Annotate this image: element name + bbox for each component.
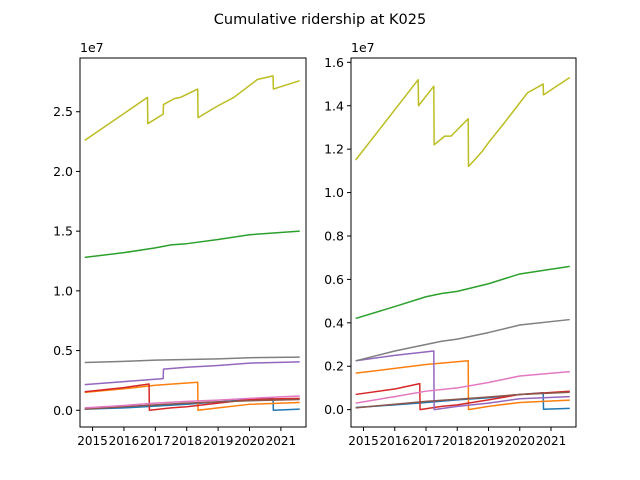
right-axes-frame [350, 57, 577, 428]
right-y-tick-label: 0.4 [324, 315, 344, 330]
right-series-line-2 [355, 360, 570, 411]
right-series-line-5 [355, 350, 570, 411]
left-x-tick-label: 2017 [140, 434, 171, 448]
right-x-tick-label: 2020 [504, 434, 535, 448]
right-y-tick-label: 0.0 [324, 402, 344, 417]
left-series-line-5 [84, 361, 300, 386]
right-series-line-4 [355, 382, 570, 411]
right-y-tick-label: 0.8 [324, 228, 344, 243]
left-y-tick-label: 0.5 [53, 343, 73, 358]
figure-title: Cumulative ridership at K025 [214, 12, 426, 28]
left-x-tick-label: 2015 [77, 434, 108, 448]
right-x-tick-label: 2016 [379, 434, 410, 448]
right-x-tick-label: 2017 [411, 434, 442, 448]
left-series-line-7 [84, 395, 300, 409]
left-x-tick-label: 2018 [171, 434, 202, 448]
left-y-tick-label: 0.0 [53, 403, 73, 418]
left-y-tick-label: 2.0 [53, 164, 73, 179]
right-series-line-7 [355, 370, 570, 404]
left-y-ticks: 0.0 0.5 1.0 1.5 2.0 2.5 [53, 104, 80, 418]
right-series-line-3 [355, 265, 570, 320]
right-offset-text: 1e7 [351, 40, 375, 55]
left-axes-frame [79, 57, 307, 428]
left-x-tick-label: 2019 [203, 434, 234, 448]
right-y-tick-label: 1.2 [324, 142, 344, 157]
left-series-line-3 [84, 230, 300, 259]
right-x-ticks: 2015 2016 2017 2018 2019 2020 2021 [348, 427, 566, 448]
left-y-tick-label: 1.0 [53, 283, 73, 298]
right-x-tick-label: 2021 [536, 434, 567, 448]
right-y-ticks: 0.0 0.2 0.4 0.6 0.8 1.0 1.2 1.4 1.6 [324, 55, 351, 417]
right-y-tick-label: 1.6 [324, 55, 344, 70]
left-x-tick-label: 2021 [266, 434, 297, 448]
right-y-tick-label: 1.0 [324, 185, 344, 200]
right-axes: 2015 2016 2017 2018 2019 2020 2021 0.00.20.40.… [324, 40, 577, 448]
left-plot-lines [84, 75, 300, 412]
left-series-line-2 [84, 381, 300, 412]
right-series-line-6 [355, 391, 570, 409]
right-y-tick-label: 1.4 [324, 98, 344, 113]
left-axes: 2015 2016 2017 2018 2019 2020 2021 0.0 0.5 1.0 1.… [53, 40, 307, 448]
right-x-tick-label: 2019 [473, 434, 504, 448]
left-series-line-6 [84, 398, 300, 410]
right-x-tick-label: 2015 [348, 434, 379, 448]
left-x-tick-label: 2020 [234, 434, 265, 448]
left-offset-text: 1e7 [80, 40, 104, 55]
left-y-tick-label: 1.5 [53, 224, 73, 239]
right-plot-lines [355, 76, 571, 411]
right-series-line-8 [355, 318, 570, 362]
right-x-tick-label: 2018 [442, 434, 473, 448]
left-series-line-8 [84, 356, 300, 364]
right-series-line-9 [355, 76, 571, 168]
left-x-ticks: 2015 2016 2017 2018 2019 2020 2021 [77, 427, 296, 448]
left-series-line-9 [84, 75, 300, 142]
right-y-tick-label: 0.6 [324, 272, 344, 287]
left-x-tick-label: 2016 [109, 434, 140, 448]
right-y-tick-label: 0.2 [324, 359, 344, 374]
left-y-tick-label: 2.5 [53, 104, 73, 119]
